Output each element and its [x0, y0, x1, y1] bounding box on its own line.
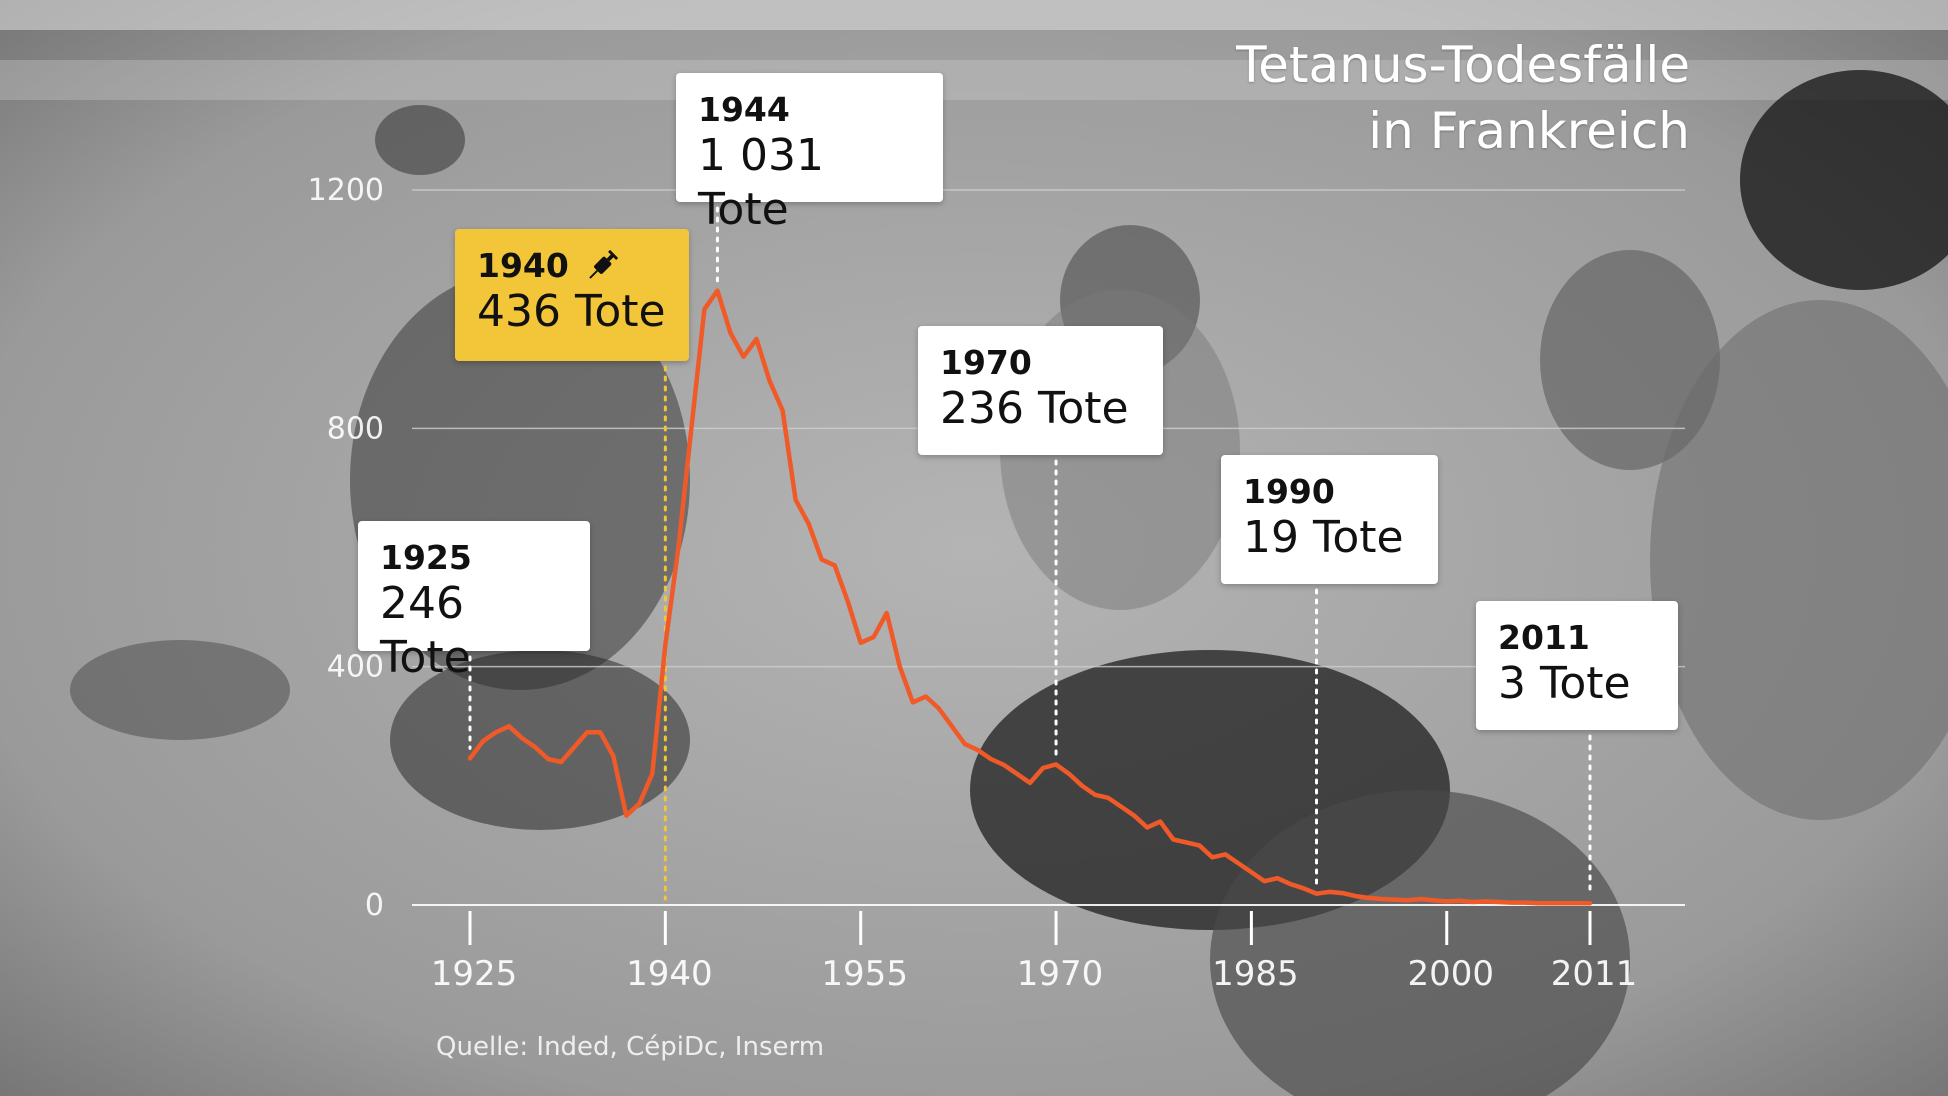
x-tick-label: 1985 [1212, 954, 1299, 994]
callout-year: 1990 [1243, 472, 1335, 511]
callout-year: 2011 [1498, 618, 1590, 657]
y-tick-label: 800 [327, 411, 384, 446]
callout-value: 236 Tote [940, 383, 1129, 434]
callout-1990: 1990 19 Tote [1221, 455, 1438, 584]
series-line [467, 288, 1593, 906]
callout-2011: 2011 3 Tote [1476, 601, 1678, 730]
title-line-2: in Frankreich [1368, 102, 1690, 160]
y-tick-label: 1200 [308, 173, 384, 208]
x-tick-label: 2011 [1551, 954, 1638, 994]
callout-value: 1 031 Tote [698, 130, 824, 235]
y-tick-label: 0 [365, 888, 384, 923]
callout-value: 19 Tote [1243, 512, 1404, 563]
x-tick-label: 1970 [1017, 954, 1104, 994]
source-note: Quelle: Inded, CépiDc, Inserm [436, 1032, 825, 1062]
syringe-icon [589, 249, 618, 279]
x-tick-label: 2000 [1407, 954, 1494, 994]
x-axis: 1925 1940 1955 1970 1985 2000 2011 [412, 904, 1685, 994]
callout-year: 1940 [477, 246, 569, 285]
x-tick-label: 1955 [821, 954, 908, 994]
y-axis-labels: 0 400 800 1200 [308, 173, 384, 923]
callout-value: 436 Tote [477, 286, 666, 337]
title-line-1: Tetanus-Todesfälle [1236, 36, 1690, 94]
callout-value: 246 Tote [380, 578, 471, 683]
callout-1940: 1940 436 Tote [455, 229, 689, 361]
callout-1925: 1925 246 Tote [358, 521, 590, 683]
callout-1944: 1944 1 031 Tote [676, 73, 943, 235]
callout-1970: 1970 236 Tote [918, 326, 1163, 455]
chart-title: Tetanus-Todesfälle in Frankreich [1236, 32, 1690, 164]
callout-leader-lines [468, 206, 1592, 901]
callout-year: 1944 [698, 90, 790, 129]
y-tick-label: 400 [327, 650, 384, 685]
callout-year: 1925 [380, 538, 472, 577]
x-tick-label: 1925 [431, 954, 518, 994]
callout-year: 1970 [940, 343, 1032, 382]
callout-value: 3 Tote [1498, 658, 1631, 709]
x-tick-label: 1940 [626, 954, 713, 994]
